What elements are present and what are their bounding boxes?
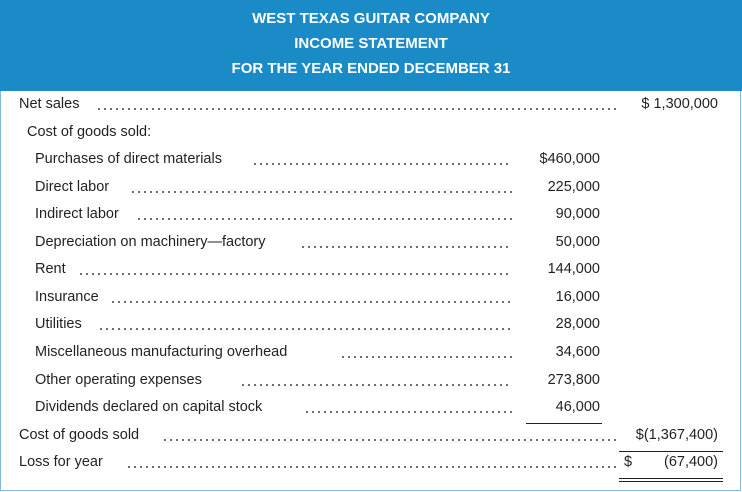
row-item: Direct labor 225,000	[0, 179, 742, 206]
leader-dots	[300, 245, 512, 249]
row-amount: 144,000	[547, 261, 600, 277]
row-label: Cost of goods sold:	[27, 124, 156, 140]
row-total: (67,400)	[663, 454, 718, 470]
row-total: $(1,367,400)	[635, 427, 718, 443]
row-total: $ 1,300,000	[641, 96, 718, 112]
row-amount: 28,000	[555, 316, 600, 332]
total-rule	[619, 451, 723, 452]
row-label: Utilities	[35, 316, 86, 332]
row-amount: 225,000	[547, 179, 600, 195]
row-item: Other operating expenses 273,800	[0, 372, 742, 399]
row-label: Net sales	[19, 96, 84, 112]
double-rule-top	[619, 478, 723, 479]
row-amount: $460,000	[539, 151, 600, 167]
row-amount: 50,000	[555, 234, 600, 250]
leader-dots	[78, 272, 512, 276]
statement-title: INCOME STATEMENT	[294, 35, 448, 52]
leader-dots	[162, 438, 616, 442]
row-label: Depreciation on machinery—factory	[35, 234, 270, 250]
leader-dots	[304, 410, 512, 414]
row-item: Rent 144,000	[0, 261, 742, 288]
row-item: Miscellaneous manufacturing overhead 34,…	[0, 344, 742, 371]
row-cogs-total: Cost of goods sold $(1,367,400)	[0, 427, 742, 454]
leader-dots	[126, 465, 616, 469]
leader-dots	[252, 162, 512, 166]
row-label: Miscellaneous manufacturing overhead	[35, 344, 292, 360]
row-label: Other operating expenses	[35, 372, 206, 388]
row-label: Rent	[35, 261, 70, 277]
row-cogs-heading: Cost of goods sold:	[0, 124, 742, 151]
row-label: Direct labor	[35, 179, 114, 195]
leader-dots	[240, 383, 512, 387]
row-net-sales: Net sales $ 1,300,000	[0, 96, 742, 123]
row-item: Insurance 16,000	[0, 289, 742, 316]
company-name: WEST TEXAS GUITAR COMPANY	[252, 10, 490, 27]
leader-dots	[130, 190, 512, 194]
row-label: Indirect labor	[35, 206, 123, 222]
row-amount: 34,600	[555, 344, 600, 360]
row-amount: 90,000	[555, 206, 600, 222]
row-item: Indirect labor 90,000	[0, 206, 742, 233]
row-amount: 273,800	[547, 372, 600, 388]
row-item: Utilities 28,000	[0, 316, 742, 343]
statement-header: WEST TEXAS GUITAR COMPANY INCOME STATEME…	[0, 0, 742, 91]
leader-dots	[98, 327, 512, 331]
statement-frame	[0, 91, 741, 491]
row-label: Loss for year	[19, 454, 107, 470]
leader-dots	[340, 355, 512, 359]
leader-dots	[96, 107, 616, 111]
row-label: Cost of goods sold	[19, 427, 144, 443]
row-amount: 16,000	[555, 289, 600, 305]
row-amount: 46,000	[555, 399, 600, 415]
row-item: Depreciation on machinery—factory 50,000	[0, 234, 742, 261]
row-loss: Loss for year $ (67,400)	[0, 454, 742, 481]
dollar-sign: $	[624, 454, 633, 470]
statement-period: FOR THE YEAR ENDED DECEMBER 31	[231, 60, 511, 77]
subtotal-rule	[526, 423, 602, 424]
leader-dots	[136, 217, 512, 221]
row-label: Insurance	[35, 289, 103, 305]
row-label: Dividends declared on capital stock	[35, 399, 267, 415]
double-rule-bottom	[619, 481, 723, 482]
row-item: Purchases of direct materials $460,000	[0, 151, 742, 178]
leader-dots	[110, 300, 512, 304]
row-label: Purchases of direct materials	[35, 151, 226, 167]
row-item: Dividends declared on capital stock 46,0…	[0, 399, 742, 426]
